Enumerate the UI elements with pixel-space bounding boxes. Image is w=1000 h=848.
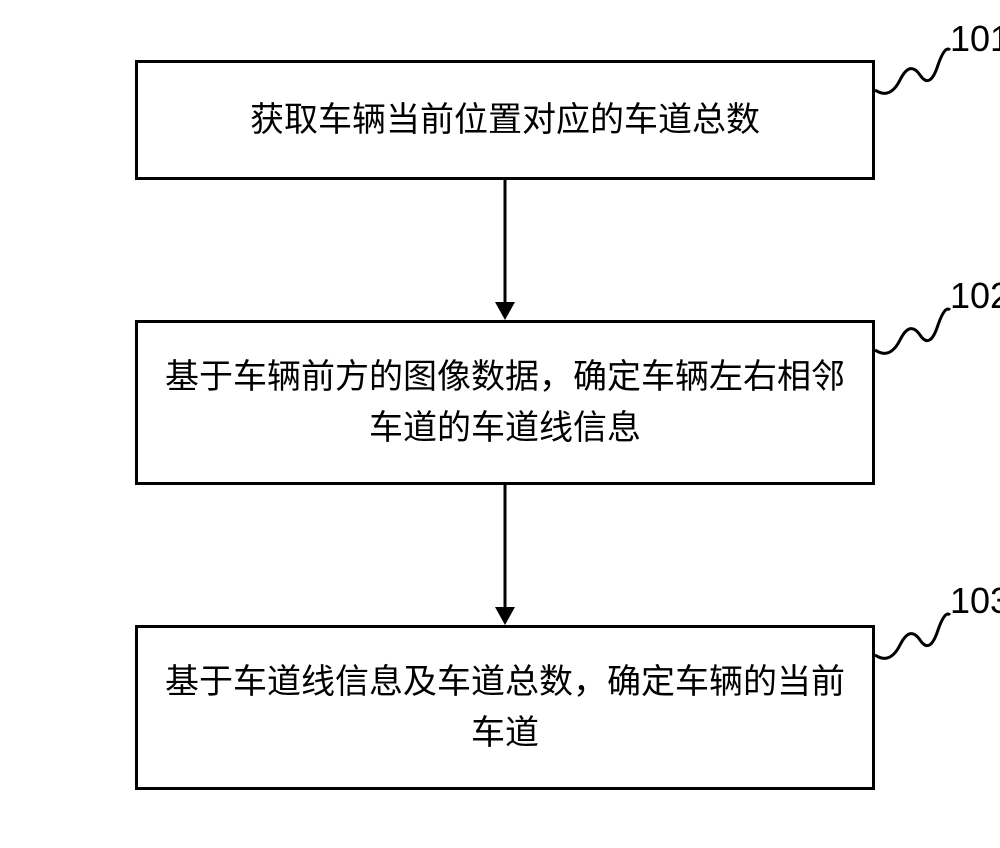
connector-squiggle-101 (870, 30, 960, 110)
flowchart-container: 获取车辆当前位置对应的车道总数 101 基于车辆前方的图像数据，确定车辆左右相邻… (60, 0, 880, 848)
step-label-101: 101 (950, 18, 1000, 60)
step-text-103: 基于车道线信息及车道总数，确定车辆的当前车道 (158, 657, 852, 759)
step-label-102: 102 (950, 275, 1000, 317)
step-text-101: 获取车辆当前位置对应的车道总数 (250, 95, 760, 146)
arrow-line-1 (504, 180, 507, 303)
step-box-103: 基于车道线信息及车道总数，确定车辆的当前车道 (135, 625, 875, 790)
connector-squiggle-103 (870, 595, 960, 675)
connector-squiggle-102 (870, 290, 960, 370)
step-text-102: 基于车辆前方的图像数据，确定车辆左右相邻车道的车道线信息 (158, 352, 852, 454)
arrow-line-2 (504, 485, 507, 608)
arrow-head-1 (495, 302, 515, 320)
step-box-101: 获取车辆当前位置对应的车道总数 (135, 60, 875, 180)
step-box-102: 基于车辆前方的图像数据，确定车辆左右相邻车道的车道线信息 (135, 320, 875, 485)
arrow-head-2 (495, 607, 515, 625)
step-label-103: 103 (950, 580, 1000, 622)
